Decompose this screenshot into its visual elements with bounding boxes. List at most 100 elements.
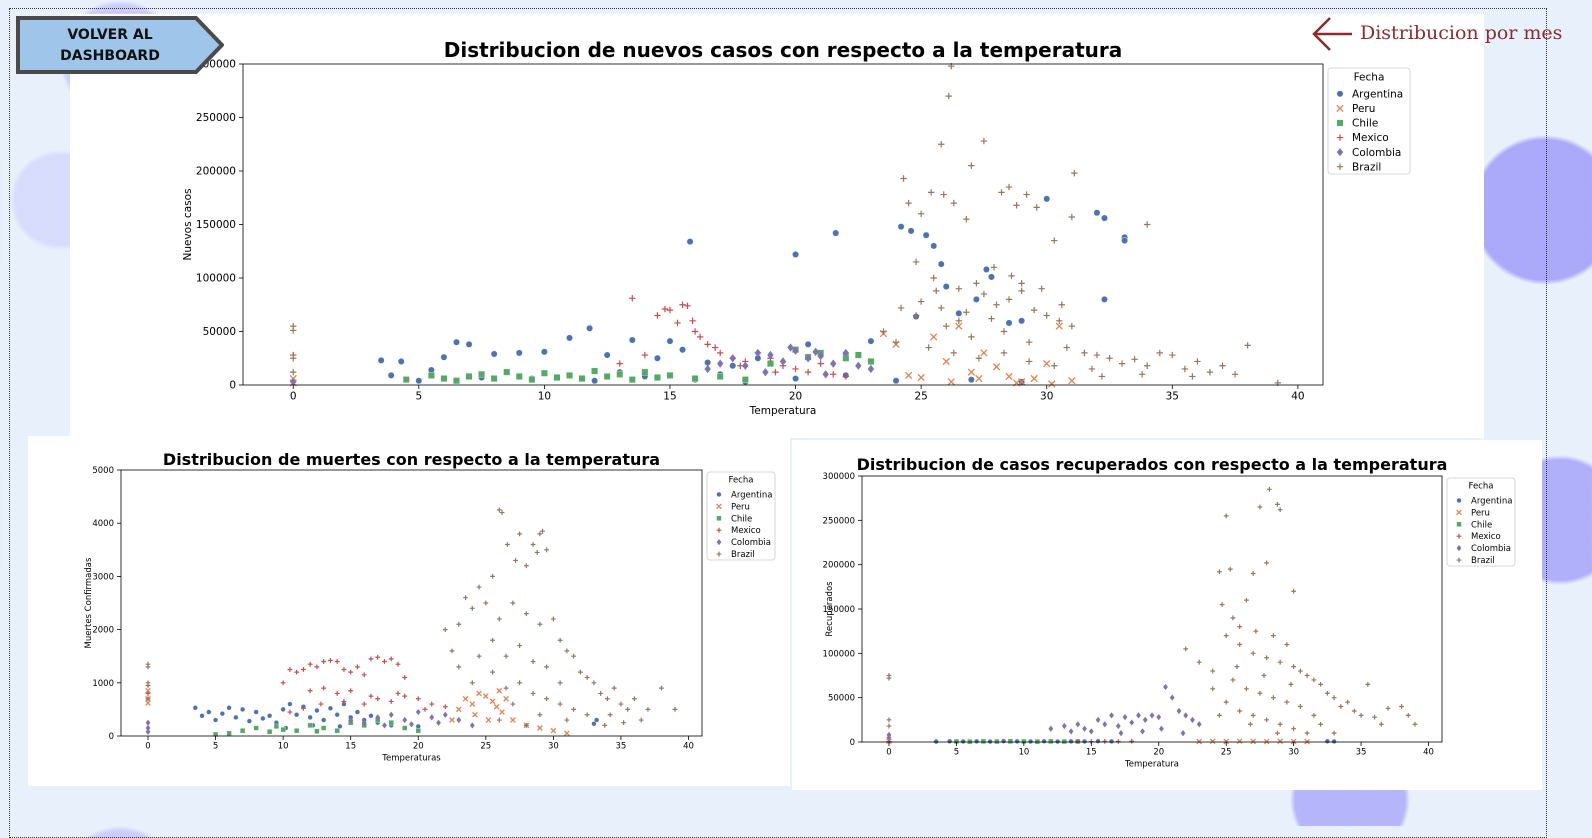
data-point-mexico [334,659,340,664]
legend-title: Fecha [1469,482,1494,492]
data-point-argentina [440,353,448,361]
data-point-colombia [1061,722,1067,730]
x-tick-label: 0 [145,742,150,752]
data-point-argentina [515,349,523,357]
back-to-dashboard-button[interactable]: VOLVER AL DASHBOARD [16,16,224,74]
data-point-argentina [792,375,799,382]
data-point-colombia [762,368,769,377]
data-point-peru [462,695,469,702]
data-point-colombia [867,364,875,374]
data-point-colombia [145,719,151,726]
data-point-argentina [594,717,600,723]
data-point-brazil [290,355,297,362]
data-point-brazil [290,327,297,334]
data-point-argentina [686,238,694,246]
data-point-peru [1277,738,1283,745]
legend-marker-chile [716,515,722,521]
data-point-brazil [571,653,577,659]
y-tick-label: 0 [229,380,236,392]
data-point-mexico [341,667,347,672]
data-point-brazil [927,189,935,196]
legend-entry-brazil: Brazil [731,550,755,560]
x-tick-label: 25 [480,742,491,752]
data-point-brazil [564,717,570,723]
y-tick-label: 0 [850,738,855,748]
data-point-peru [942,357,950,366]
data-point-peru [1043,359,1051,368]
data-point-mexico [368,656,374,662]
x-tick-label: 30 [1288,748,1299,758]
arrow-left-icon [1312,17,1352,51]
data-point-argentina [628,336,636,344]
data-point-colombia [1136,712,1141,719]
data-point-argentina [1043,195,1051,203]
data-point-brazil [510,600,516,606]
data-point-brazil [998,189,1005,196]
data-point-argentina [804,340,812,348]
data-point-brazil [933,287,940,295]
data-point-mexico [666,306,674,314]
data-point-brazil [476,653,482,659]
data-point-colombia [767,350,774,360]
y-tick-label: 200000 [196,166,236,178]
data-point-mexico [641,351,649,359]
data-point-argentina [226,705,232,711]
data-point-brazil [1223,699,1229,705]
legend-entry-chile: Chile [1471,520,1492,530]
data-point-brazil [1250,571,1256,576]
data-point-argentina [540,348,548,356]
data-point-argentina [287,701,293,707]
data-point-mexico [361,701,367,707]
chart-title: Distribucion de nuevos casos con respect… [444,38,1123,62]
data-point-brazil [1025,339,1033,346]
data-point-brazil [925,344,932,351]
data-point-brazil [607,712,613,718]
data-point-mexico [1102,738,1108,744]
data-point-mexico [422,707,428,712]
data-point-colombia [1109,712,1114,719]
data-point-brazil [1181,365,1189,373]
data-point-chile [603,373,611,380]
data-point-brazil [540,528,545,534]
chart-panel-recovered [792,440,1542,790]
y-tick-label: 100000 [196,273,236,285]
legend-entry-colombia: Colombia [1471,544,1511,554]
data-point-peru [917,373,925,382]
chart-title: Distribucion de muertes con respecto a l… [163,450,660,469]
data-point-colombia [886,731,892,739]
data-point-argentina [280,706,286,713]
data-point-mexico [772,368,779,376]
legend-entry-colombia: Colombia [731,538,771,548]
data-point-brazil [490,574,495,579]
data-point-mexico [361,672,367,678]
data-point-brazil [638,717,644,723]
data-point-brazil [1318,721,1323,727]
data-point-colombia [442,711,448,718]
legend-entry-brazil: Brazil [1471,556,1495,566]
data-point-peru [482,693,489,699]
data-point-argentina [453,338,460,346]
data-point-brazil [943,322,950,330]
data-point-peru [904,371,913,380]
data-point-brazil [456,664,462,670]
data-point-brazil [963,309,970,316]
data-point-brazil [1098,373,1106,380]
legend-marker-argentina [1336,90,1344,98]
data-point-peru [1055,322,1063,330]
data-point-brazil [1219,362,1226,369]
data-point-brazil [1405,713,1411,718]
data-point-brazil [530,542,536,547]
data-point-brazil [1257,504,1263,510]
data-point-chile [1048,738,1054,744]
data-point-brazil [1081,349,1088,357]
data-point-chile [716,373,724,380]
data-point-argentina [566,334,573,342]
data-point-chile [402,376,410,384]
data-point-mexico [294,669,300,675]
data-point-colombia [382,722,387,729]
data-point-chile [566,372,573,379]
x-tick-label: 5 [954,748,959,758]
data-point-chile [321,725,327,731]
recovered-scatter-chart: Distribucion de casos recuperados con re… [823,455,1516,769]
data-point-argentina [307,714,313,720]
